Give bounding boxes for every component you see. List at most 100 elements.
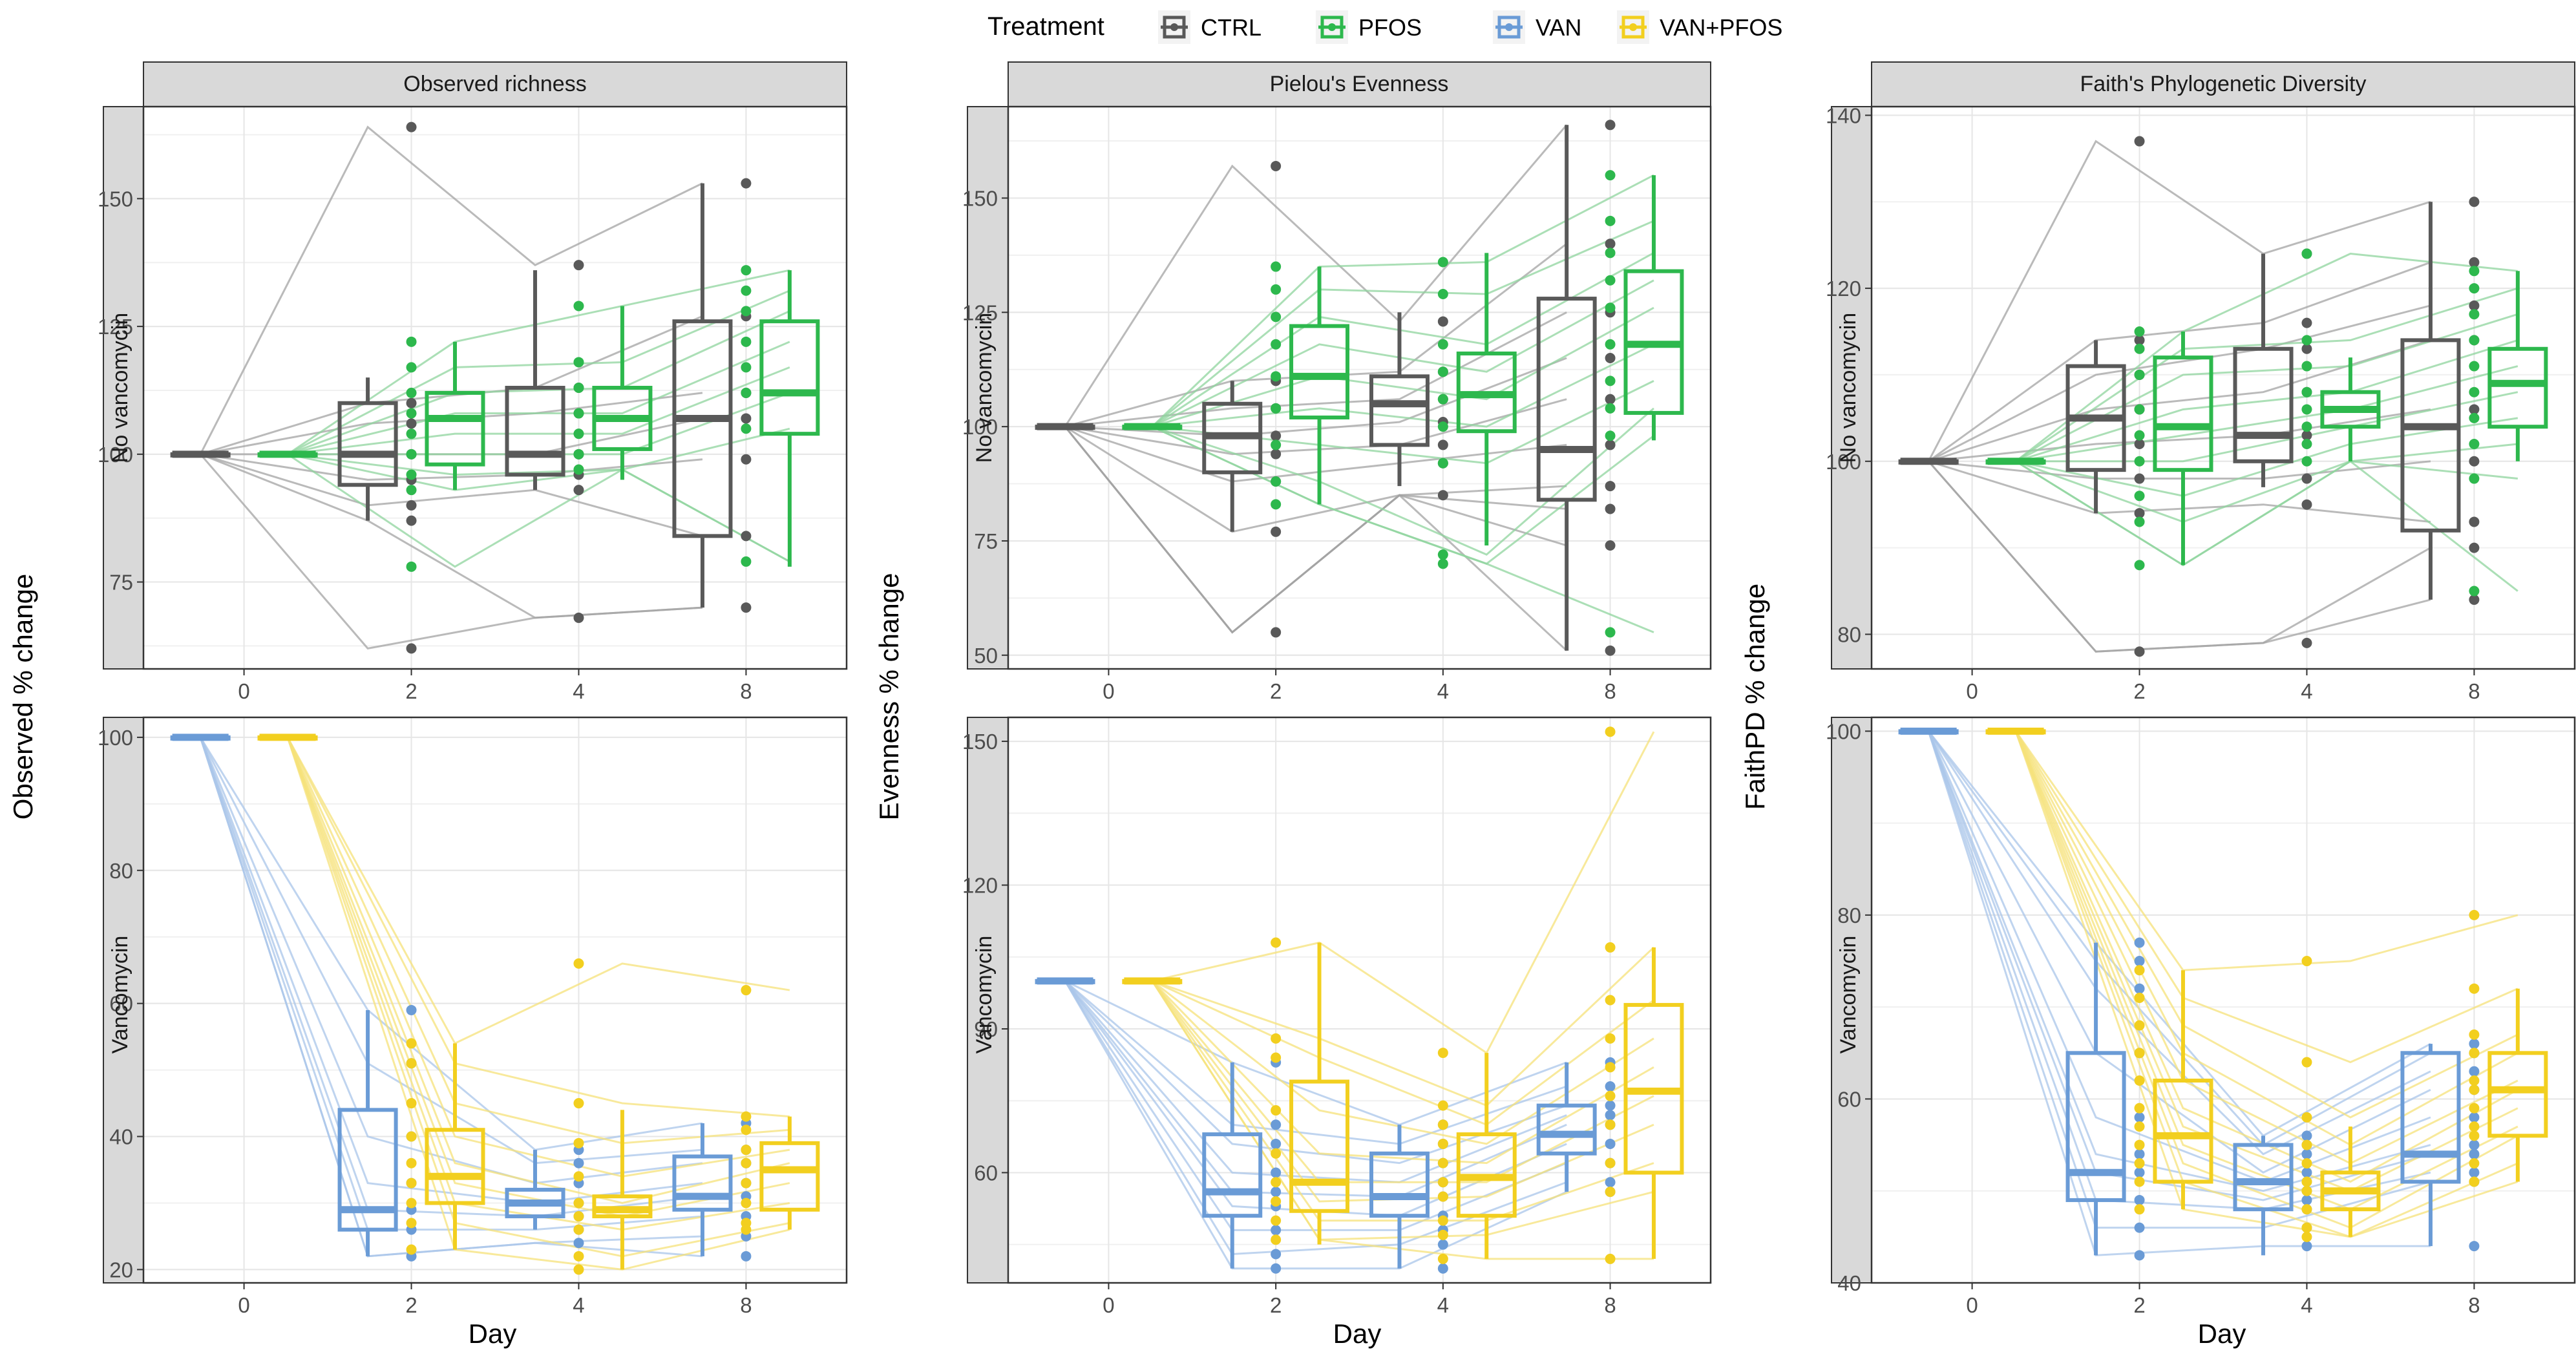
data-point bbox=[2301, 473, 2312, 484]
legend: Treatment CTRL PFOS VAN VAN+PFOS bbox=[987, 10, 1782, 44]
data-point bbox=[406, 485, 417, 496]
data-point bbox=[406, 1157, 417, 1168]
data-point bbox=[2469, 412, 2480, 423]
data-point bbox=[2301, 404, 2312, 415]
data-point bbox=[1271, 1249, 1282, 1260]
box-iqr bbox=[759, 319, 820, 436]
trajectory-line bbox=[287, 366, 790, 456]
legend-title: Treatment bbox=[987, 12, 1104, 41]
y-tick-label: 80 bbox=[1837, 903, 1861, 927]
trajectory-line bbox=[287, 341, 790, 456]
data-point bbox=[2134, 430, 2145, 441]
trajectory-line bbox=[1927, 140, 2431, 462]
data-point bbox=[2134, 439, 2145, 449]
facet-panel: 60 90 120 150 0 2 4 8 bbox=[962, 716, 1712, 1317]
x-tick-label: 8 bbox=[2468, 679, 2480, 703]
x-tick-label: 4 bbox=[2301, 1293, 2312, 1317]
y-axis-title-observed: Observed % change bbox=[8, 574, 38, 820]
data-point bbox=[573, 1137, 584, 1148]
trajectory-line bbox=[199, 737, 703, 1218]
box-iqr bbox=[2233, 1143, 2294, 1212]
data-point bbox=[2469, 386, 2480, 397]
data-point bbox=[2301, 1194, 2312, 1205]
trajectory-line bbox=[2014, 730, 2518, 1165]
box-iqr bbox=[2487, 1051, 2548, 1138]
y-tick-label: 140 bbox=[1826, 103, 1861, 127]
data-point bbox=[741, 1178, 752, 1189]
data-point bbox=[2134, 335, 2145, 346]
data-point bbox=[2134, 1222, 2145, 1233]
y-tick-label: 50 bbox=[974, 644, 998, 668]
data-point bbox=[1437, 339, 1448, 350]
trajectory-line bbox=[1064, 980, 1567, 1145]
data-point bbox=[741, 1198, 752, 1209]
data-point bbox=[741, 423, 752, 434]
boxplot bbox=[1369, 1125, 1430, 1269]
x-tick-label: 2 bbox=[1270, 1293, 1282, 1317]
boxplot bbox=[759, 270, 820, 567]
trajectory-line bbox=[199, 737, 703, 1151]
y-tick-label: 100 bbox=[1826, 450, 1861, 474]
data-point bbox=[2301, 499, 2312, 510]
legend-key-box bbox=[1621, 16, 1645, 39]
trajectory-line bbox=[1152, 731, 1655, 1055]
column-strip-background bbox=[1008, 61, 1711, 107]
column-strip-label-faith: Faith's Phylogenetic Diversity bbox=[2080, 72, 2367, 96]
trajectory-line bbox=[286, 737, 790, 1118]
data-point bbox=[2134, 1121, 2145, 1132]
boxplot bbox=[2153, 332, 2213, 565]
box-iqr bbox=[1289, 1079, 1350, 1213]
data-point bbox=[1605, 353, 1616, 364]
data-point bbox=[1271, 627, 1282, 638]
data-point bbox=[1271, 1215, 1282, 1226]
data-point bbox=[2134, 1148, 2145, 1159]
boxplot bbox=[1456, 253, 1517, 546]
data-point bbox=[2301, 248, 2312, 259]
data-point bbox=[1271, 476, 1282, 487]
data-point bbox=[406, 418, 417, 429]
data-point bbox=[2301, 317, 2312, 328]
trajectory-line bbox=[199, 737, 703, 1165]
data-point bbox=[2469, 909, 2480, 920]
data-point bbox=[2134, 646, 2145, 657]
trajectory-line bbox=[2015, 313, 2518, 463]
data-point bbox=[2301, 956, 2312, 967]
boxplot bbox=[1623, 947, 1684, 1259]
data-point bbox=[1605, 1187, 1616, 1198]
data-point bbox=[2134, 937, 2145, 948]
boxplot bbox=[425, 341, 485, 491]
data-point bbox=[1437, 1138, 1448, 1149]
data-point bbox=[2469, 594, 2480, 605]
data-point bbox=[741, 1157, 752, 1168]
data-point bbox=[2134, 516, 2145, 527]
trajectory-line bbox=[199, 737, 703, 1185]
trajectory-line bbox=[1928, 460, 2431, 653]
y-tick-label: 150 bbox=[98, 187, 133, 211]
trajectory-line bbox=[200, 453, 703, 619]
x-tick-label: 0 bbox=[1103, 679, 1114, 703]
data-point bbox=[1437, 1119, 1448, 1130]
data-point bbox=[2134, 1204, 2145, 1215]
data-point bbox=[1271, 1167, 1282, 1178]
data-point bbox=[2134, 560, 2145, 571]
data-point bbox=[2301, 1222, 2312, 1233]
trajectory-line bbox=[1928, 460, 2431, 480]
panel-border bbox=[142, 105, 848, 670]
data-point bbox=[573, 1198, 584, 1209]
data-point bbox=[2134, 983, 2145, 994]
data-point bbox=[2469, 1103, 2480, 1114]
data-point bbox=[573, 301, 584, 312]
data-point bbox=[741, 1125, 752, 1136]
trajectory-line bbox=[200, 453, 703, 537]
box-iqr bbox=[505, 386, 565, 477]
data-point bbox=[1271, 1196, 1282, 1207]
trajectory-line bbox=[2014, 730, 2518, 1210]
y-tick-label: 125 bbox=[98, 315, 133, 339]
boxplot bbox=[1202, 381, 1263, 532]
data-point bbox=[573, 357, 584, 368]
trajectory-line bbox=[1064, 398, 1567, 456]
y-axis-title-faith: FaithPD % change bbox=[1740, 584, 1770, 810]
data-point bbox=[2134, 508, 2145, 519]
trajectory-line bbox=[199, 737, 703, 1231]
data-point bbox=[2134, 1176, 2145, 1187]
